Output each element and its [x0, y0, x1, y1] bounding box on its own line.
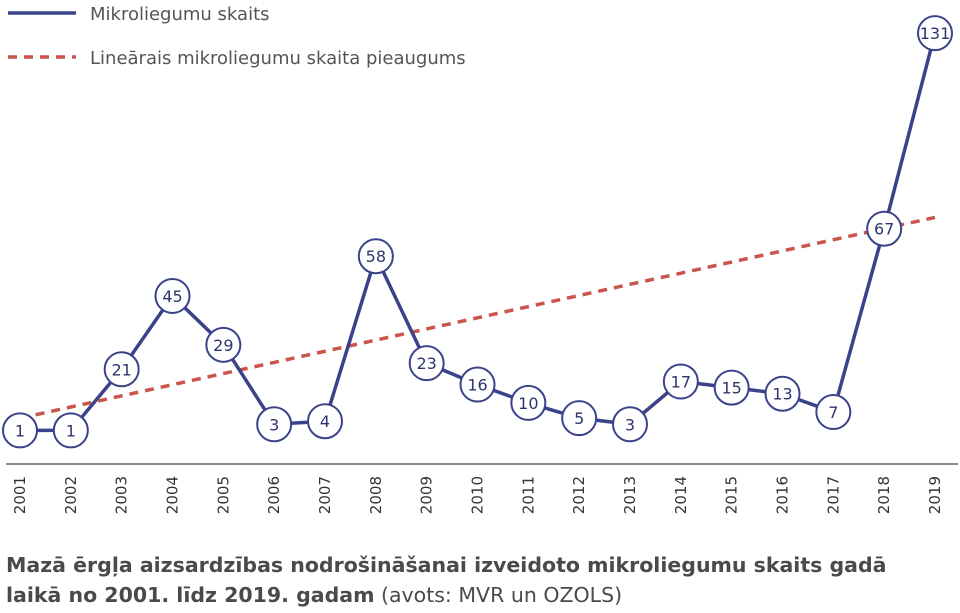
- x-tick-2018: 2018: [875, 476, 893, 514]
- legend-label-1: Lineārais mikroliegumu skaita pieaugums: [90, 48, 466, 69]
- data-label-2012: 5: [574, 409, 584, 428]
- data-point-2010: [459, 366, 496, 403]
- data-label-2004: 45: [162, 287, 182, 306]
- x-tick-2002: 2002: [62, 476, 80, 514]
- x-tick-2016: 2016: [774, 476, 792, 514]
- data-point-2002: [52, 412, 89, 449]
- x-tick-2019: 2019: [926, 476, 944, 514]
- x-tick-2009: 2009: [418, 476, 436, 514]
- x-tick-labels: 2001 2002 2003 2004 2005 2006 2007 2008 2009 2010…: [11, 476, 944, 514]
- data-label-2019: 131: [920, 24, 951, 43]
- x-tick-2014: 2014: [672, 476, 690, 514]
- data-point-2012: [561, 400, 598, 437]
- data-label-2007: 4: [320, 412, 330, 431]
- data-point-2017: [815, 394, 852, 431]
- data-label-2010: 16: [467, 376, 487, 395]
- data-point-2014: [662, 363, 699, 400]
- data-label-2008: 58: [366, 247, 386, 266]
- data-point-2013: [612, 406, 648, 443]
- x-tick-2012: 2012: [570, 476, 588, 514]
- data-label-2001: 1: [15, 421, 25, 440]
- data-point-2004: [154, 277, 191, 314]
- x-tick-2008: 2008: [367, 476, 385, 514]
- data-point-2019: [917, 15, 953, 52]
- data-label-2006: 3: [269, 415, 279, 434]
- data-label-2018: 67: [874, 220, 894, 239]
- data-label-2005: 29: [213, 336, 233, 355]
- data-label-2016: 13: [772, 385, 792, 404]
- data-label-2013: 3: [625, 415, 635, 434]
- data-point-2018: [866, 210, 903, 247]
- x-tick-2007: 2007: [316, 476, 334, 514]
- data-label-2003: 21: [111, 360, 131, 379]
- x-tick-2003: 2003: [113, 476, 131, 514]
- data-point-2007: [307, 403, 343, 440]
- line-chart: Mikroliegumu skaits Lineārais mikroliegu…: [2, 4, 958, 514]
- data-point-2016: [764, 375, 801, 412]
- legend: Mikroliegumu skaits Lineārais mikroliegu…: [8, 4, 466, 69]
- x-tick-2001: 2001: [11, 476, 29, 514]
- data-label-2014: 17: [671, 373, 691, 392]
- data-label-2015: 15: [721, 379, 741, 398]
- data-label-2002: 1: [66, 421, 76, 440]
- x-tick-2011: 2011: [519, 476, 537, 514]
- data-point-2003: [103, 351, 140, 388]
- data-point-2008: [357, 238, 394, 275]
- caption-source: (avots: MVR un OZOLS): [380, 583, 623, 607]
- data-label-2009: 23: [416, 354, 436, 373]
- figure-caption: Mazā ērgļa aizsardzības nodrošināšanai i…: [6, 550, 946, 610]
- data-point-2006: [256, 406, 293, 443]
- legend-label-0: Mikroliegumu skaits: [90, 4, 270, 25]
- data-label-2011: 10: [518, 394, 538, 413]
- data-point-2005: [205, 326, 242, 363]
- x-tick-2004: 2004: [164, 476, 182, 514]
- data-point-2011: [510, 384, 547, 421]
- x-tick-2015: 2015: [723, 476, 741, 514]
- x-tick-2013: 2013: [621, 476, 639, 514]
- caption-title: Mazā ērgļa aizsardzības nodrošināšanai i…: [6, 553, 887, 607]
- data-point-2009: [408, 345, 445, 382]
- x-tick-2005: 2005: [214, 476, 232, 514]
- x-tick-2017: 2017: [824, 476, 842, 514]
- data-points: 1 1 21 45 29 3 4 58 23 16 10 5 3 17 15 13 7 67 131: [2, 15, 953, 449]
- trend-series: [19, 215, 936, 420]
- data-point-2015: [713, 369, 750, 406]
- trend-line: [19, 215, 936, 420]
- data-label-2017: 7: [828, 403, 838, 422]
- data-point-2001: [2, 412, 38, 449]
- x-tick-2010: 2010: [469, 476, 487, 514]
- x-tick-2006: 2006: [265, 476, 283, 514]
